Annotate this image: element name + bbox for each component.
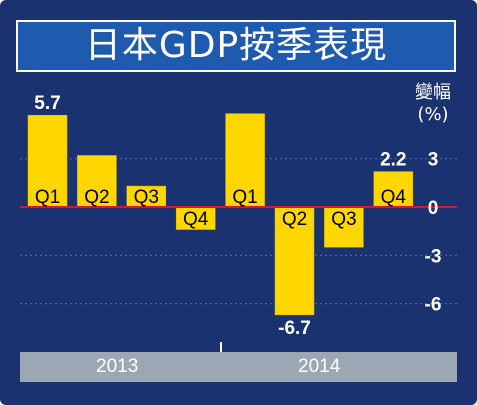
y-axis-unit: (%) xyxy=(417,104,449,125)
y-tick-label-0: 3 xyxy=(428,150,439,171)
year-label-2013: 2013 xyxy=(96,356,139,377)
category-label-5: Q2 xyxy=(282,209,307,230)
category-label-3: Q4 xyxy=(183,209,209,230)
data-label-0: 5.7 xyxy=(34,93,60,114)
category-label-4: Q1 xyxy=(232,187,257,208)
bar-q1-4 xyxy=(225,113,265,208)
bar-q2-1 xyxy=(77,155,117,208)
bar-q2-5 xyxy=(274,206,315,316)
category-label-0: Q1 xyxy=(35,187,60,208)
title-band: 日本GDP按季表現 xyxy=(16,20,456,72)
y-axis-label: 變幅 xyxy=(415,82,451,103)
chart-title: 日本GDP按季表現 xyxy=(84,25,388,66)
category-label-2: Q3 xyxy=(134,187,159,208)
y-axis-unit-label: 變幅 (%) xyxy=(408,82,458,126)
bar-q3-6 xyxy=(324,206,364,248)
category-label-6: Q3 xyxy=(331,209,356,230)
data-label-5: -6.7 xyxy=(278,318,311,339)
data-label-7: 2.2 xyxy=(380,150,406,171)
category-label-7: Q4 xyxy=(381,187,407,208)
year-band xyxy=(20,352,457,382)
y-tick-label-3: -6 xyxy=(425,295,442,316)
bar-q1-0 xyxy=(27,114,68,208)
bar-q4-7 xyxy=(373,171,414,208)
category-label-1: Q2 xyxy=(84,187,109,208)
y-tick-label-1: 0 xyxy=(428,198,439,219)
y-tick-label-2: -3 xyxy=(425,246,442,267)
year-label-2014: 2014 xyxy=(298,356,341,377)
